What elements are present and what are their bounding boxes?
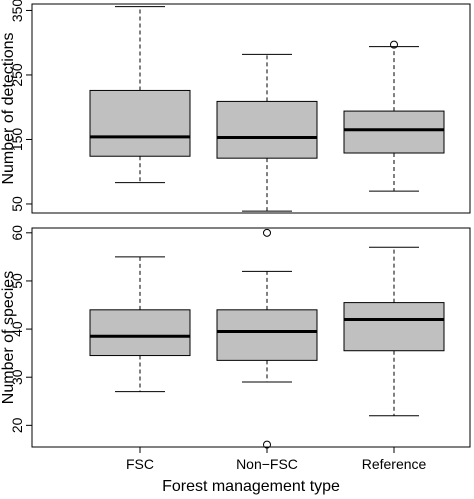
y-axis: 20 30 40 50 60 <box>9 225 32 433</box>
y-tick-label: 150 <box>9 128 25 152</box>
box-2 <box>343 40 445 192</box>
y-axis-title: Number of detections <box>0 32 17 184</box>
box-0 <box>89 6 191 184</box>
x-tick-label: Non−FSC <box>236 456 298 472</box>
y-tick-label: 60 <box>9 225 25 241</box>
box-0 <box>89 256 191 393</box>
box-1 <box>216 228 318 449</box>
x-tick-label: Reference <box>362 456 427 472</box>
y-tick-label: 250 <box>9 63 25 87</box>
y-tick-label: 50 <box>9 196 25 212</box>
y-tick-label: 50 <box>9 273 25 289</box>
iqr-box <box>216 309 318 361</box>
y-tick-label: 20 <box>9 417 25 433</box>
y-axis: 50 150 250 350 <box>9 0 32 212</box>
x-tick-label: FSC <box>126 456 154 472</box>
y-axis-title: Number of species <box>0 271 17 404</box>
plot-frame <box>31 3 471 214</box>
iqr-box <box>343 302 445 352</box>
y-tick-label: 30 <box>9 369 25 385</box>
outlier-point <box>263 228 271 237</box>
panel-1: 50 150 250 350 Number of detections <box>0 0 471 214</box>
y-tick-label: 350 <box>9 0 25 22</box>
iqr-box <box>343 110 445 154</box>
x-axis-title: Forest management type <box>162 478 340 495</box>
iqr-box <box>89 89 191 157</box>
iqr-box <box>216 100 318 159</box>
outlier-point <box>390 40 398 49</box>
box-1 <box>216 53 318 212</box>
iqr-box <box>89 309 191 357</box>
y-tick-label: 40 <box>9 321 25 337</box>
panel-2: 20 30 40 50 60 Number of species FSC Non−FSC Ref… <box>0 225 471 495</box>
x-axis: FSC Non−FSC Reference <box>126 446 427 472</box>
box-2 <box>343 246 445 417</box>
